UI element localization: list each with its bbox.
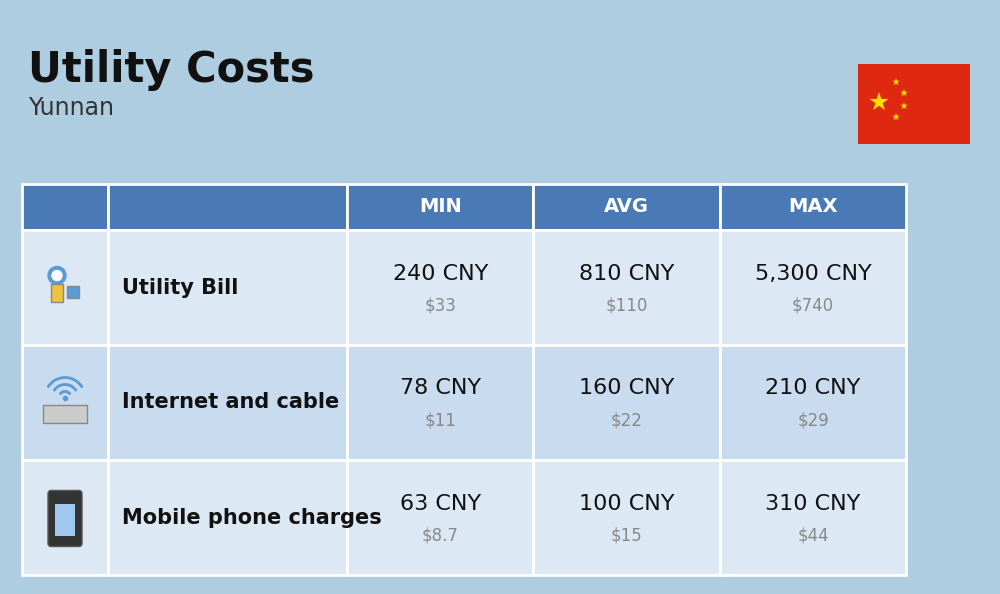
Text: $740: $740 — [792, 296, 834, 314]
Text: $110: $110 — [605, 296, 648, 314]
FancyBboxPatch shape — [48, 491, 82, 546]
Text: Utility Costs: Utility Costs — [28, 49, 314, 91]
Text: AVG: AVG — [604, 197, 649, 216]
Bar — [347, 345, 533, 460]
Bar — [347, 184, 533, 230]
Text: MAX: MAX — [788, 197, 838, 216]
Bar — [720, 345, 906, 460]
Bar — [55, 504, 75, 536]
Text: 310 CNY: 310 CNY — [765, 494, 861, 513]
Polygon shape — [892, 78, 900, 85]
Text: 100 CNY: 100 CNY — [579, 494, 674, 513]
Text: Utility Bill: Utility Bill — [122, 277, 238, 298]
Text: $33: $33 — [424, 296, 456, 314]
Text: 78 CNY: 78 CNY — [400, 378, 481, 399]
Bar — [720, 230, 906, 345]
Circle shape — [52, 270, 62, 280]
Bar — [108, 460, 347, 575]
Bar — [67, 286, 79, 298]
Bar — [858, 64, 970, 144]
Bar — [22, 184, 108, 230]
Bar — [108, 345, 347, 460]
Text: 210 CNY: 210 CNY — [765, 378, 861, 399]
Text: $22: $22 — [611, 412, 643, 429]
Bar — [533, 230, 720, 345]
Bar — [720, 460, 906, 575]
Bar — [22, 230, 108, 345]
Bar — [347, 460, 533, 575]
Bar — [22, 460, 108, 575]
Bar — [533, 184, 720, 230]
Bar — [108, 184, 347, 230]
Bar — [533, 460, 720, 575]
Text: $8.7: $8.7 — [422, 526, 459, 545]
Text: $15: $15 — [611, 526, 643, 545]
Text: $44: $44 — [797, 526, 829, 545]
Polygon shape — [892, 113, 900, 120]
Text: Internet and cable: Internet and cable — [122, 393, 339, 412]
Polygon shape — [900, 102, 908, 109]
Text: 810 CNY: 810 CNY — [579, 264, 674, 283]
Circle shape — [48, 267, 66, 285]
Bar — [43, 405, 87, 422]
Text: 240 CNY: 240 CNY — [393, 264, 488, 283]
Bar — [533, 345, 720, 460]
Text: $11: $11 — [424, 412, 456, 429]
Text: MIN: MIN — [419, 197, 462, 216]
Polygon shape — [869, 92, 889, 110]
Bar — [108, 230, 347, 345]
Text: 5,300 CNY: 5,300 CNY — [755, 264, 871, 283]
Polygon shape — [900, 89, 908, 96]
Text: Mobile phone charges: Mobile phone charges — [122, 507, 382, 527]
Bar — [22, 345, 108, 460]
Bar — [51, 283, 63, 302]
Text: 160 CNY: 160 CNY — [579, 378, 674, 399]
Text: Yunnan: Yunnan — [28, 96, 114, 120]
Text: $29: $29 — [797, 412, 829, 429]
Bar — [720, 184, 906, 230]
Bar — [347, 230, 533, 345]
Text: 63 CNY: 63 CNY — [400, 494, 481, 513]
